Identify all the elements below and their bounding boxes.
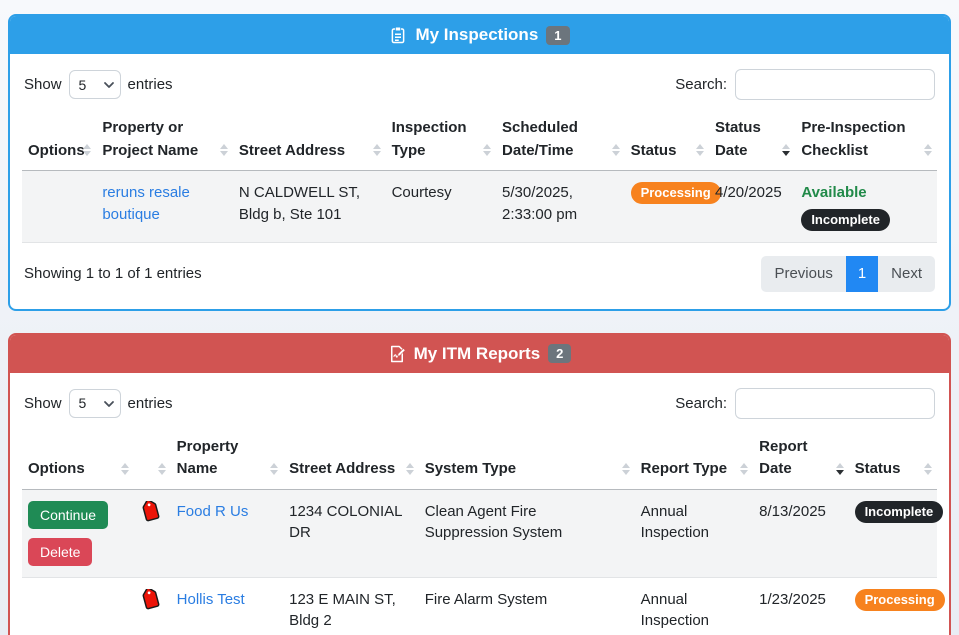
- property-link[interactable]: Hollis Test: [176, 590, 245, 608]
- status-date-cell: 4/20/2025: [708, 170, 796, 244]
- itm-table: Options Property Name Street Address Sys…: [22, 429, 945, 635]
- page-size-select[interactable]: 5: [68, 70, 121, 99]
- continue-button[interactable]: Continue: [28, 500, 109, 529]
- col-status[interactable]: Status: [624, 111, 709, 171]
- col-property-or-project-name[interactable]: Property or Project Name: [96, 111, 233, 171]
- inspection-type-cell: Courtesy: [385, 170, 497, 244]
- inspections-pagination: Previous 1 Next: [761, 256, 935, 292]
- options-cell: [22, 577, 135, 635]
- col-options[interactable]: Options: [22, 429, 135, 490]
- sort-icon: [405, 462, 414, 475]
- sort-icon: [219, 144, 228, 156]
- col-street-address[interactable]: Street Address: [283, 429, 419, 490]
- status-badge: Incomplete: [854, 500, 944, 523]
- col-inspection-type[interactable]: Inspection Type: [385, 111, 497, 171]
- panel-title: My Inspections: [415, 25, 539, 44]
- sort-icon: [611, 144, 620, 156]
- search-control: Search:: [675, 69, 935, 100]
- sort-desc-icon: [835, 462, 844, 475]
- property-link[interactable]: Food R Us: [176, 502, 249, 520]
- scheduled-datetime-cell: 5/30/2025, 2:33:00 pm: [496, 170, 625, 244]
- itm-search-input[interactable]: [735, 387, 935, 419]
- report-type-cell: Annual Inspection: [634, 489, 754, 578]
- property-link[interactable]: reruns resale boutique: [102, 184, 190, 223]
- checklist-available-label: Available: [801, 184, 867, 201]
- show-label: Show: [24, 76, 62, 93]
- system-type-cell: Fire Alarm System: [418, 577, 635, 635]
- inspections-search-input[interactable]: [735, 69, 935, 100]
- sort-icon: [157, 462, 166, 475]
- sort-icon: [621, 462, 630, 475]
- entries-label: entries: [127, 76, 173, 93]
- itm-table-controls: Show 5 entries Search:: [10, 373, 949, 428]
- tag-icon: [143, 498, 160, 521]
- status-badge: Processing: [854, 588, 945, 611]
- checklist-status-badge: Incomplete: [801, 208, 890, 232]
- inspection-row: reruns resale boutique N CALDWELL ST, Bl…: [22, 170, 937, 244]
- page-1-button[interactable]: 1: [845, 256, 879, 292]
- itm-row: Continue Delete Food R Us 1234 COLONIAL …: [22, 489, 944, 578]
- clipboard-icon: [392, 26, 405, 44]
- col-street-address[interactable]: Street Address: [232, 111, 386, 171]
- my-itm-reports-panel: My ITM Reports 2 Show 5 entries Search:: [8, 332, 951, 635]
- col-report-date[interactable]: Report Date: [753, 429, 849, 490]
- previous-page-button[interactable]: Previous: [761, 256, 846, 292]
- inspections-header-row: Options Property or Project Name Street …: [22, 111, 937, 171]
- street-address-cell: N CALDWELL ST, Bldg b, Ste 101: [232, 170, 386, 244]
- col-tag[interactable]: [134, 429, 171, 490]
- col-status-date[interactable]: Status Date: [708, 111, 796, 171]
- sort-icon: [121, 462, 130, 475]
- panel-title: My ITM Reports: [413, 343, 541, 363]
- page-length-control: Show 5 entries: [24, 70, 173, 99]
- col-system-type[interactable]: System Type: [418, 429, 635, 490]
- sort-icon: [483, 144, 492, 156]
- col-status[interactable]: Status: [848, 429, 937, 490]
- delete-button[interactable]: Delete: [28, 537, 93, 566]
- file-signature-icon: [390, 345, 406, 362]
- itm-header-row: Options Property Name Street Address Sys…: [22, 429, 937, 490]
- sort-icon: [83, 144, 92, 156]
- report-type-cell: Annual Inspection: [634, 577, 754, 635]
- my-inspections-header: My Inspections 1: [10, 16, 949, 54]
- search-control: Search:: [675, 387, 935, 419]
- sort-icon: [372, 144, 381, 156]
- sort-icon: [740, 462, 749, 475]
- itm-count-badge: 2: [548, 344, 572, 364]
- itm-row: Hollis Test 123 E MAIN ST, Bldg 2 Fire A…: [22, 577, 945, 635]
- inspections-table: Options Property or Project Name Street …: [22, 111, 937, 244]
- sort-icon: [695, 144, 704, 156]
- page-length-control: Show 5 entries: [24, 388, 173, 418]
- report-date-cell: 8/13/2025: [753, 489, 849, 578]
- col-report-type[interactable]: Report Type: [634, 429, 754, 490]
- search-label: Search:: [675, 76, 727, 93]
- inspections-footer: Showing 1 to 1 of 1 entries Previous 1 N…: [10, 243, 949, 309]
- report-date-cell: 1/23/2025: [753, 577, 849, 635]
- col-options[interactable]: Options: [22, 111, 97, 171]
- show-label: Show: [24, 394, 62, 412]
- options-cell: [22, 170, 97, 244]
- inspections-summary: Showing 1 to 1 of 1 entries: [24, 265, 202, 283]
- inspections-table-controls: Show 5 entries Search:: [10, 54, 949, 109]
- sort-icon: [270, 462, 279, 475]
- sort-icon: [924, 144, 932, 156]
- col-pre-inspection-checklist[interactable]: Pre-Inspection Checklist: [795, 111, 937, 171]
- options-cell: Continue Delete: [22, 489, 135, 578]
- status-badge: Processing: [630, 182, 721, 205]
- entries-label: entries: [127, 394, 173, 412]
- sort-desc-icon: [782, 144, 791, 156]
- page-size-select[interactable]: 5: [68, 388, 121, 418]
- street-address-cell: 1234 COLONIAL DR: [283, 489, 419, 578]
- tag-icon: [143, 586, 160, 609]
- street-address-cell: 123 E MAIN ST, Bldg 2: [283, 577, 419, 635]
- my-inspections-panel: My Inspections 1 Show 5 entries Search:: [8, 14, 951, 311]
- inspections-count-badge: 1: [546, 25, 570, 45]
- system-type-cell: Clean Agent Fire Suppression System: [418, 489, 635, 578]
- col-scheduled-datetime[interactable]: Scheduled Date/Time: [496, 111, 625, 171]
- search-label: Search:: [675, 394, 727, 412]
- my-itm-reports-header: My ITM Reports 2: [10, 334, 949, 373]
- next-page-button[interactable]: Next: [878, 256, 935, 292]
- sort-icon: [924, 462, 932, 475]
- col-property-name[interactable]: Property Name: [170, 429, 284, 490]
